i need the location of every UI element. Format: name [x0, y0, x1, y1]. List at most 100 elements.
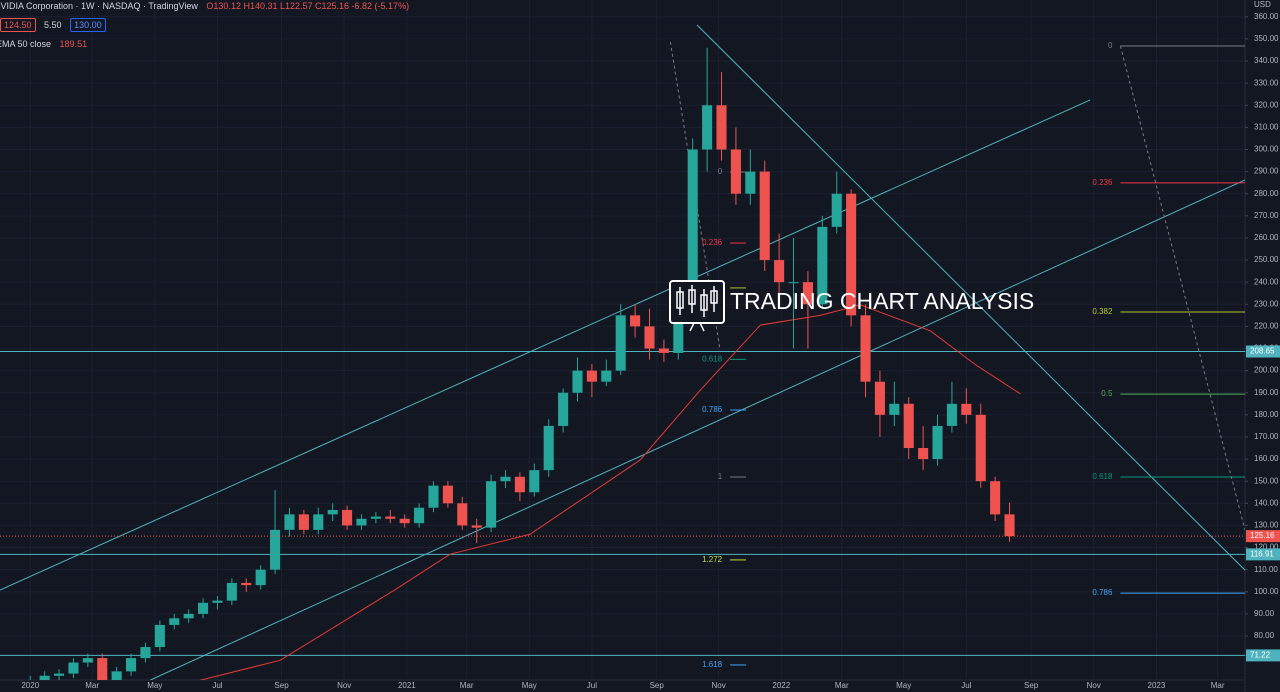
candle-body	[457, 503, 468, 526]
price-label-bg	[1246, 649, 1280, 662]
candle-body	[212, 600, 223, 603]
candle-body	[198, 602, 209, 614]
fib-label: 1.272	[702, 555, 723, 564]
candle-body	[241, 582, 252, 586]
candle-body	[399, 518, 410, 524]
price-label: 71.22	[1250, 651, 1271, 660]
candle-body	[169, 618, 180, 625]
candle-body	[1004, 514, 1015, 537]
y-tick-label: 150.00	[1254, 476, 1279, 485]
x-tick-label: 2021	[398, 681, 416, 690]
fib-label: 0	[718, 167, 723, 176]
watermark: TRADING CHART ANALYSIS	[669, 280, 1034, 332]
candle-body	[730, 149, 741, 194]
x-tick-label: Mar	[85, 681, 99, 690]
candle-body	[716, 105, 727, 150]
x-tick-label: May	[522, 681, 537, 690]
candle-body	[918, 448, 929, 460]
candle-body	[97, 658, 108, 680]
x-tick-label: May	[896, 681, 911, 690]
x-tick-label: Jul	[212, 681, 222, 690]
y-tick-label: 220.00	[1254, 322, 1279, 331]
x-tick-label: Nov	[1087, 681, 1101, 690]
y-tick-label: 320.00	[1254, 100, 1279, 109]
candle-body	[889, 403, 900, 415]
spread: 5.50	[44, 20, 62, 30]
fib-label: 0.618	[702, 354, 723, 363]
y-tick-label: 290.00	[1254, 167, 1279, 176]
candle-body	[313, 514, 324, 530]
y-tick-label: 190.00	[1254, 388, 1279, 397]
candle-body	[759, 171, 770, 261]
watermark-text: TRADING CHART ANALYSIS	[730, 288, 1034, 314]
y-tick-label: 140.00	[1254, 498, 1279, 507]
y-tick-label: 110.00	[1254, 565, 1278, 574]
axes: 80.00 90.00 100.00 110.00 120.00 130.00 140.00…	[21, 12, 1280, 690]
candle-body	[990, 481, 1001, 515]
fib-label: 0.236	[702, 238, 723, 247]
candle-body	[961, 403, 972, 415]
x-tick-label: Jul	[587, 681, 597, 690]
header-line: NVIDIA Corporation · 1W · NASDAQ · Tradi…	[0, 1, 415, 11]
trend-line	[696, 24, 1245, 571]
candle-body	[529, 470, 540, 493]
fib-label: 0.236	[1092, 178, 1113, 187]
watermark-icon	[676, 285, 718, 332]
candle-body	[831, 193, 842, 227]
fib-label: 1.618	[702, 660, 723, 669]
fib-label: 0.382	[1092, 307, 1113, 316]
candle-body	[270, 529, 281, 570]
y-tick-label: 330.00	[1254, 78, 1279, 87]
x-tick-label: Sep	[650, 681, 665, 690]
candle-body	[788, 282, 799, 284]
candle-body	[111, 671, 122, 680]
candle-body	[370, 516, 381, 519]
candle-body	[932, 425, 943, 460]
y-tick-label: 200.00	[1254, 366, 1279, 375]
indicator-value: 189.51	[59, 39, 88, 49]
y-tick-label: 310.00	[1254, 122, 1279, 131]
candle-body	[802, 282, 813, 305]
indicator: EMA 50 close	[0, 39, 52, 49]
candle-body	[500, 476, 511, 482]
candle-body	[414, 507, 425, 524]
last-price-label: 125.16	[1250, 531, 1275, 540]
y-tick-label: 100.00	[1254, 587, 1279, 596]
x-tick-label: Nov	[337, 681, 351, 690]
watermark-icon	[669, 280, 725, 324]
candle-body	[327, 509, 338, 515]
price-label: 208.65	[1250, 347, 1275, 356]
candle-body	[486, 481, 497, 528]
candle-body	[284, 514, 295, 530]
y-tick-label: 350.00	[1254, 34, 1279, 43]
y-tick-label: 90.00	[1254, 609, 1275, 618]
price-label-bg	[1246, 345, 1280, 358]
y-tick-label: 270.00	[1254, 211, 1279, 220]
candle-body	[82, 658, 93, 663]
y-tick-label: 360.00	[1254, 12, 1279, 21]
ask: 130.00	[70, 18, 106, 32]
candle-body	[39, 675, 50, 680]
candle-body	[673, 308, 684, 353]
candle-body	[442, 485, 453, 504]
candle-body	[975, 414, 986, 482]
x-tick-label: Jul	[961, 681, 971, 690]
candle-body	[572, 370, 583, 393]
plot-area: 00.2360.3820.50.6180.78600.2360.3820.618…	[0, 0, 1245, 680]
candle-body	[615, 315, 626, 371]
y-tick-label: 250.00	[1254, 255, 1279, 264]
ohlc: O130.12 H140.31 L122.57 C125.16 -6.82 (-…	[206, 1, 410, 11]
candle-body	[140, 647, 151, 659]
bid: 124.50	[0, 18, 36, 32]
y-tick-label: 230.00	[1254, 299, 1279, 308]
candle-body	[356, 518, 367, 526]
trend-line	[1119, 45, 1245, 531]
symbol: NVIDIA Corporation · 1W · NASDAQ · Tradi…	[0, 1, 198, 11]
price-label-bg	[1246, 548, 1280, 561]
x-tick-label: Mar	[460, 681, 474, 690]
candle-body	[226, 582, 237, 601]
candle-body	[745, 171, 756, 194]
y-tick-label: 170.00	[1254, 432, 1279, 441]
